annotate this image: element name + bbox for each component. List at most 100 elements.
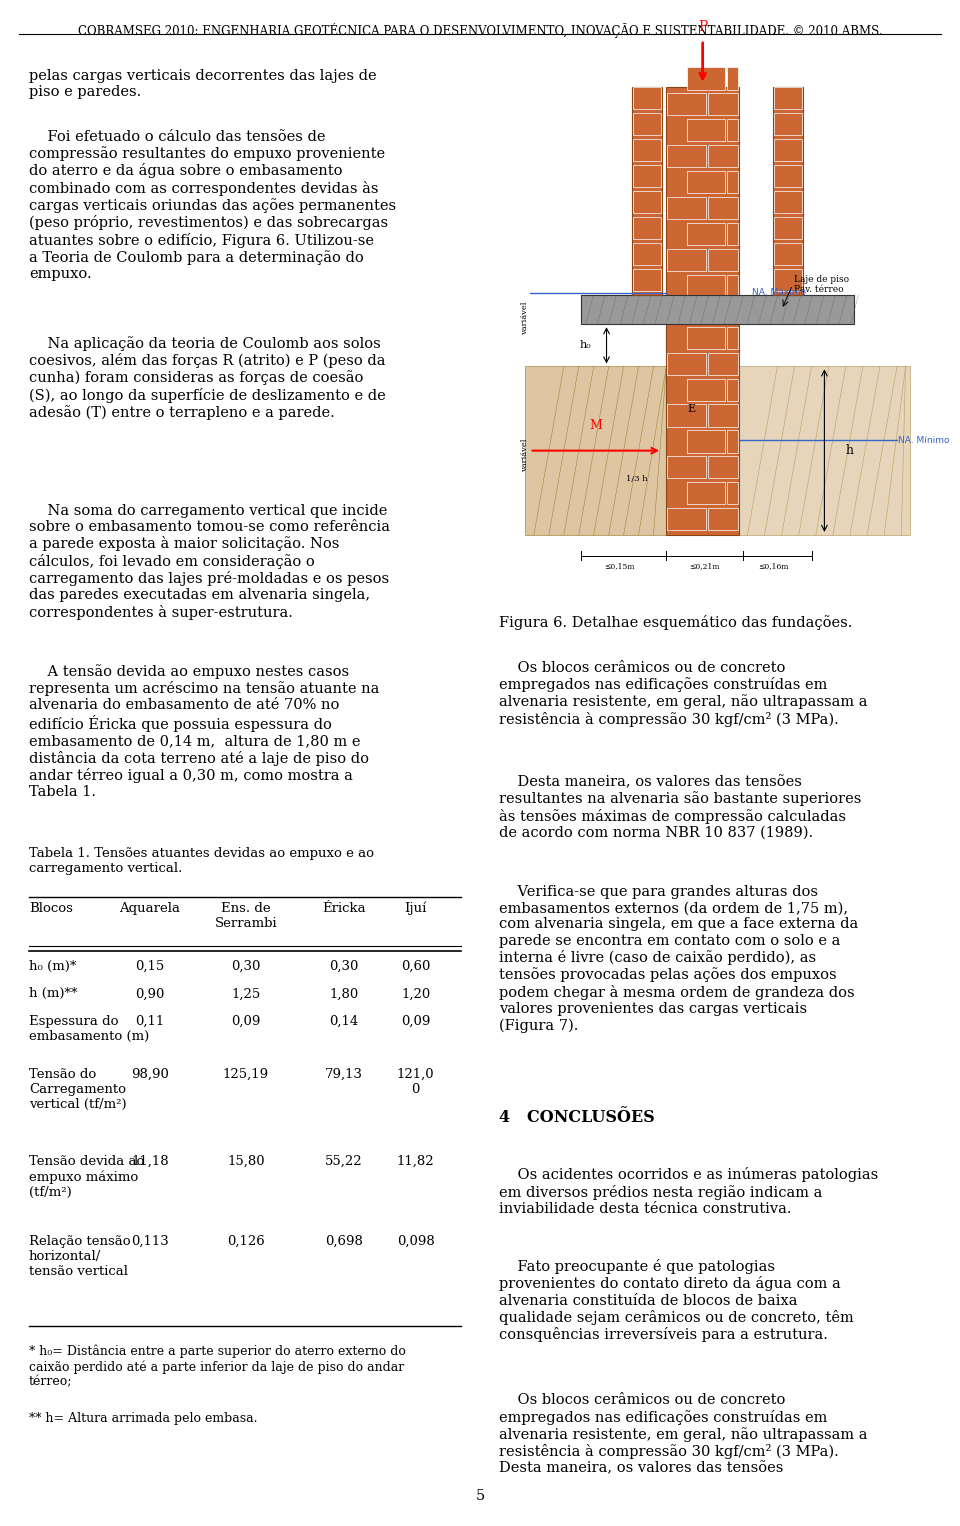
Bar — [727, 67, 738, 90]
Bar — [686, 482, 725, 505]
Text: Na aplicação da teoria de Coulomb aos solos
coesivos, além das forças R (atrito): Na aplicação da teoria de Coulomb aos so… — [29, 336, 386, 420]
Text: P: P — [698, 20, 708, 34]
Text: Fato preocupante é que patologias
provenientes do contato direto da água com a
a: Fato preocupante é que patologias proven… — [499, 1259, 854, 1343]
Bar — [667, 353, 706, 375]
Text: Tabela 1. Tensões atuantes devidas ao empuxo e ao
carregamento vertical.: Tabela 1. Tensões atuantes devidas ao em… — [29, 847, 373, 874]
Bar — [727, 378, 738, 401]
Bar — [774, 113, 803, 136]
Bar — [774, 165, 803, 188]
Text: 98,90: 98,90 — [131, 1068, 169, 1082]
Bar — [708, 145, 738, 168]
Text: h₀: h₀ — [579, 340, 591, 351]
Bar — [504, 61, 931, 588]
Bar — [667, 249, 706, 272]
Bar — [667, 197, 706, 220]
Bar — [708, 93, 738, 116]
Text: * h₀= Distância entre a parte superior do aterro externo do
caixão perdido até a: * h₀= Distância entre a parte superior d… — [29, 1344, 406, 1389]
Bar — [774, 139, 803, 162]
Text: 55,22: 55,22 — [324, 1155, 363, 1169]
Text: 0,30: 0,30 — [231, 960, 260, 974]
Bar — [634, 165, 661, 188]
Bar — [667, 456, 706, 479]
Bar — [686, 327, 725, 349]
Text: variável: variável — [521, 438, 529, 472]
Text: Espessura do
embasamento (m): Espessura do embasamento (m) — [29, 1015, 149, 1042]
Text: Os acidentes ocorridos e as inúmeras patologias
em diversos prédios nesta região: Os acidentes ocorridos e as inúmeras pat… — [499, 1167, 878, 1216]
Text: 5: 5 — [475, 1489, 485, 1503]
Text: 11,82: 11,82 — [396, 1155, 435, 1169]
Text: E: E — [688, 403, 696, 414]
Text: variável: variável — [521, 301, 529, 334]
Text: NA. Máximo: NA. Máximo — [752, 288, 805, 298]
Text: h₀ (m)*: h₀ (m)* — [29, 960, 76, 974]
Bar — [667, 508, 706, 531]
Text: Éricka: Éricka — [322, 902, 366, 916]
Bar — [708, 404, 738, 427]
Bar — [634, 191, 661, 214]
Bar — [773, 87, 803, 296]
Text: 0,698: 0,698 — [324, 1235, 363, 1248]
Text: 79,13: 79,13 — [324, 1068, 363, 1082]
Bar — [708, 508, 738, 531]
Bar — [727, 223, 738, 246]
Text: Figura 6. Detalhae esquemático das fundações.: Figura 6. Detalhae esquemático das funda… — [499, 615, 852, 630]
Bar — [686, 275, 725, 298]
Bar — [686, 67, 725, 90]
Text: Blocos: Blocos — [29, 902, 73, 916]
Text: 125,19: 125,19 — [223, 1068, 269, 1082]
Bar — [686, 119, 725, 142]
Bar — [667, 93, 706, 116]
Bar — [727, 275, 738, 298]
Bar — [634, 139, 661, 162]
Bar — [634, 269, 661, 291]
Bar — [774, 191, 803, 214]
Bar — [774, 269, 803, 291]
Bar — [708, 353, 738, 375]
Bar — [727, 482, 738, 505]
Text: 1,20: 1,20 — [401, 987, 430, 1001]
Text: 0,60: 0,60 — [401, 960, 430, 974]
Text: 0,30: 0,30 — [329, 960, 358, 974]
Text: 0,11: 0,11 — [135, 1015, 164, 1029]
Text: 0,09: 0,09 — [231, 1015, 260, 1029]
Polygon shape — [739, 366, 910, 536]
Bar — [634, 113, 661, 136]
Text: ≤0,21m: ≤0,21m — [689, 563, 720, 571]
Text: Tensão do
Carregamento
vertical (tf/m²): Tensão do Carregamento vertical (tf/m²) — [29, 1068, 127, 1111]
Bar — [727, 430, 738, 453]
Text: Foi efetuado o cálculo das tensões de
compressão resultantes do empuxo provenien: Foi efetuado o cálculo das tensões de co… — [29, 130, 396, 281]
Text: 0,14: 0,14 — [329, 1015, 358, 1029]
Text: Verifica-se que para grandes alturas dos
embasamentos externos (da ordem de 1,75: Verifica-se que para grandes alturas dos… — [499, 885, 858, 1033]
Text: 15,80: 15,80 — [227, 1155, 265, 1169]
Text: ≤0,16m: ≤0,16m — [757, 563, 788, 571]
Text: Na soma do carregamento vertical que incide
sobre o embasamento tomou-se como re: Na soma do carregamento vertical que inc… — [29, 504, 390, 620]
Text: Os blocos cerâmicos ou de concreto
empregados nas edificações construídas em
alv: Os blocos cerâmicos ou de concreto empre… — [499, 661, 868, 726]
Text: pelas cargas verticais decorrentes das lajes de
piso e paredes.: pelas cargas verticais decorrentes das l… — [29, 69, 376, 99]
Text: Aquarela: Aquarela — [119, 902, 180, 916]
Text: 4   CONCLUSÕES: 4 CONCLUSÕES — [499, 1109, 655, 1126]
Bar — [634, 87, 661, 110]
Text: 0,09: 0,09 — [401, 1015, 430, 1029]
Bar — [774, 217, 803, 240]
Text: ≤0,15m: ≤0,15m — [604, 563, 635, 571]
Text: 1,25: 1,25 — [231, 987, 260, 1001]
Text: 1/3 h: 1/3 h — [626, 475, 647, 482]
Bar — [727, 171, 738, 194]
Bar — [708, 456, 738, 479]
Bar — [727, 327, 738, 349]
Bar — [632, 87, 662, 296]
Text: Relação tensão
horizontal/
tensão vertical: Relação tensão horizontal/ tensão vertic… — [29, 1235, 131, 1277]
Text: 0,126: 0,126 — [227, 1235, 265, 1248]
Text: NA. Mínimo: NA. Mínimo — [898, 435, 949, 444]
Bar — [667, 301, 706, 324]
Text: h: h — [846, 444, 854, 458]
Text: 1,80: 1,80 — [329, 987, 358, 1001]
Bar — [667, 145, 706, 168]
Bar — [666, 87, 739, 536]
Bar — [634, 217, 661, 240]
Bar — [667, 404, 706, 427]
Text: A tensão devida ao empuxo nestes casos
representa um acréscimo na tensão atuante: A tensão devida ao empuxo nestes casos r… — [29, 664, 379, 800]
Bar — [708, 197, 738, 220]
Bar — [774, 87, 803, 110]
Bar — [686, 223, 725, 246]
